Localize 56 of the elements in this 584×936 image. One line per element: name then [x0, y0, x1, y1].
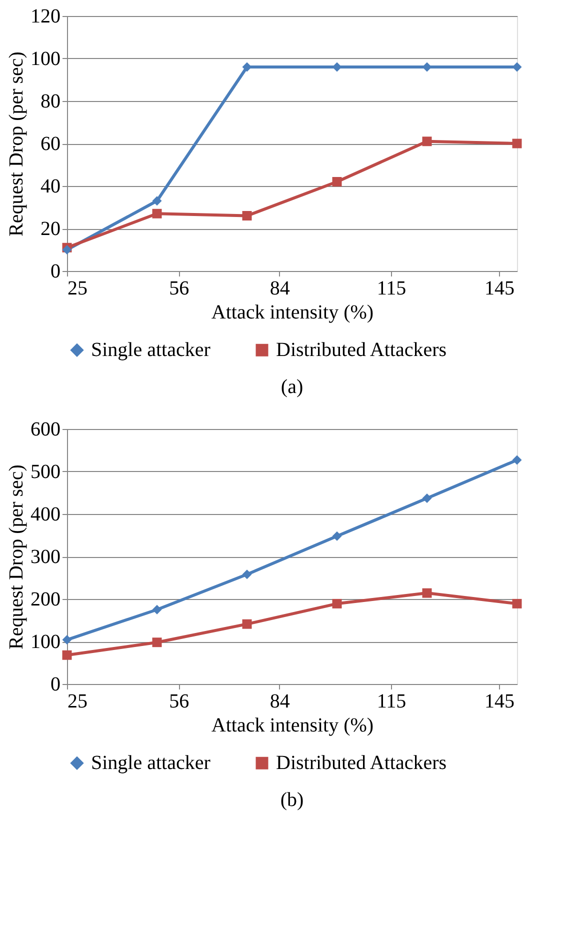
- point: [332, 62, 342, 72]
- y-tick-label: 500: [30, 461, 60, 483]
- point: [422, 62, 432, 72]
- point: [512, 138, 522, 148]
- y-tick-label: 200: [30, 588, 60, 610]
- point: [332, 598, 342, 608]
- y-tick-label: 600: [30, 418, 60, 440]
- y-tick-label: 300: [30, 546, 60, 568]
- y-axis-title: Request Drop (per sec): [6, 52, 28, 236]
- y-tick-label: 100: [30, 631, 60, 653]
- point: [422, 588, 432, 598]
- point: [152, 604, 162, 614]
- point: [512, 598, 522, 608]
- y-tick-label: 0: [50, 260, 60, 282]
- y-tick-label: 100: [30, 48, 60, 70]
- x-tick-label: 115: [376, 278, 406, 300]
- point: [152, 208, 162, 218]
- legend-label: Single attacker: [91, 752, 211, 774]
- text: (a): [280, 376, 304, 398]
- x-tick-label: 145: [484, 690, 514, 712]
- text: (b): [280, 789, 304, 811]
- point: [512, 62, 522, 72]
- point: [242, 211, 252, 220]
- x-tick-label: 145: [484, 278, 514, 300]
- x-tick-label: 115: [376, 690, 406, 712]
- x-axis-title: Attack intensity (%): [211, 302, 374, 324]
- x-tick-label: 25: [68, 278, 88, 300]
- point: [62, 650, 72, 660]
- x-tick-label: 84: [270, 690, 290, 712]
- y-tick-label: 120: [30, 6, 60, 28]
- y-tick-label: 60: [40, 133, 60, 155]
- point: [242, 619, 252, 629]
- point: [62, 245, 72, 254]
- point: [512, 455, 522, 465]
- point: [422, 494, 432, 504]
- legend-label: Distributed Attackers: [276, 752, 447, 774]
- x-tick-label: 56: [169, 690, 190, 712]
- point: [152, 196, 162, 206]
- y-tick-label: 20: [40, 218, 60, 240]
- legend-label: Single attacker: [91, 339, 211, 362]
- y-tick-label: 40: [40, 176, 60, 198]
- x-tick-label: 25: [68, 690, 88, 712]
- point: [332, 177, 342, 186]
- point: [332, 531, 342, 541]
- y-tick-label: 0: [50, 674, 60, 696]
- point: [152, 638, 162, 648]
- point: [242, 570, 252, 580]
- x-tick-label: 56: [169, 278, 190, 300]
- legend-label: Distributed Attackers: [276, 339, 447, 362]
- point: [422, 136, 432, 146]
- y-axis-title: Request Drop (per sec): [6, 464, 28, 650]
- point: [242, 62, 252, 72]
- y-tick-label: 80: [40, 90, 60, 112]
- y-tick-label: 400: [30, 504, 60, 526]
- x-axis-title: Attack intensity (%): [211, 714, 374, 736]
- x-tick-label: 84: [270, 278, 290, 300]
